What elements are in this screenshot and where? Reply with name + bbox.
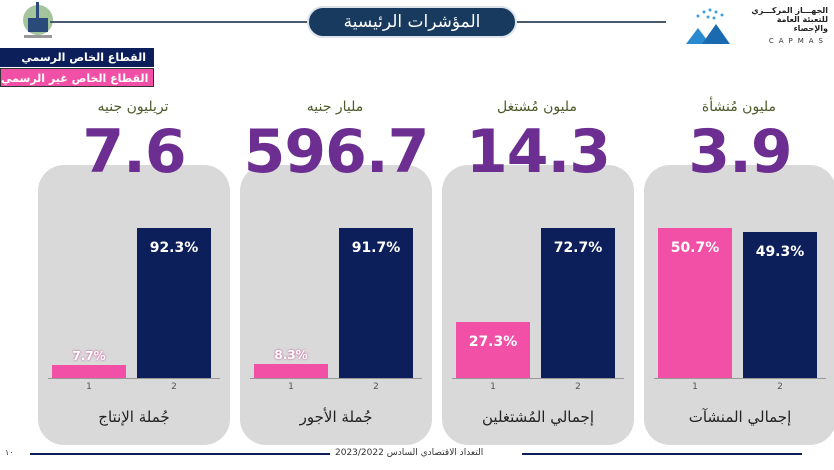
bar-formal — [137, 228, 211, 378]
header-line-right — [516, 21, 666, 23]
legend-informal: القطاع الخاص غير الرسمي — [0, 68, 154, 87]
card-value: 14.3 — [465, 117, 611, 187]
chart-axis — [452, 378, 624, 379]
page-title: المؤشرات الرئيسية — [307, 6, 517, 38]
census-logo — [18, 0, 58, 42]
legend-formal: القطاع الخاص الرسمي — [0, 48, 154, 67]
bar-informal — [456, 321, 530, 378]
card-title: إجمالي المُشتغلين — [482, 408, 594, 426]
bar-informal — [52, 365, 126, 378]
x-tick: 2 — [575, 382, 581, 392]
bar-formal — [743, 232, 817, 378]
footer-text: التعداد الاقتصادي السادس 2023/2022 — [335, 448, 484, 458]
x-tick: 1 — [490, 382, 496, 392]
card-unit: مليون مُنشأة — [701, 99, 777, 115]
chart-axis — [250, 378, 422, 379]
bar-label: 92.3% — [149, 240, 199, 256]
card-unit: تريليون جنيه — [97, 99, 169, 115]
footer-line-left — [30, 453, 330, 455]
x-tick: 2 — [171, 382, 177, 392]
card-value: 596.7 — [243, 117, 430, 187]
x-tick: 2 — [373, 382, 379, 392]
chart-axis — [654, 378, 826, 379]
bar-informal — [658, 228, 732, 378]
bar-label: 27.3% — [468, 333, 518, 350]
chart-axis — [48, 378, 220, 379]
bar-label: 91.7% — [351, 240, 401, 256]
bar-label: 72.7% — [553, 240, 603, 256]
footer-line-right — [522, 453, 802, 455]
x-tick: 2 — [777, 382, 783, 392]
card-value: 7.6 — [82, 117, 186, 187]
header-line-left — [50, 21, 308, 23]
x-tick: 1 — [86, 382, 92, 392]
bar-label: 8.3% — [274, 348, 308, 363]
bar-formal — [541, 228, 615, 378]
card-title: جُملة الإنتاج — [98, 408, 170, 426]
card-unit: مليون مُشتغل — [497, 99, 577, 115]
x-tick: 1 — [288, 382, 294, 392]
capmas-caption: CAPMAS — [768, 37, 828, 45]
page-number: ١٠ — [5, 448, 14, 457]
bar-label: 50.7% — [670, 240, 720, 256]
card-unit: مليار جنيه — [306, 99, 364, 115]
bar-formal — [339, 228, 413, 378]
bar-label: 7.7% — [72, 349, 106, 364]
card-value: 3.9 — [688, 117, 792, 187]
card-title: إجمالي المنشآت — [688, 408, 792, 426]
bar-informal — [254, 364, 328, 378]
card-title: جُملة الأجور — [299, 408, 373, 426]
x-tick: 1 — [692, 382, 698, 392]
bar-label: 49.3% — [755, 244, 805, 261]
capmas-name: الجهـــاز المركـــزي للتعبئة العامة والإ… — [751, 6, 828, 33]
capmas-logo: الجهـــاز المركـــزي للتعبئة العامة والإ… — [684, 6, 834, 48]
